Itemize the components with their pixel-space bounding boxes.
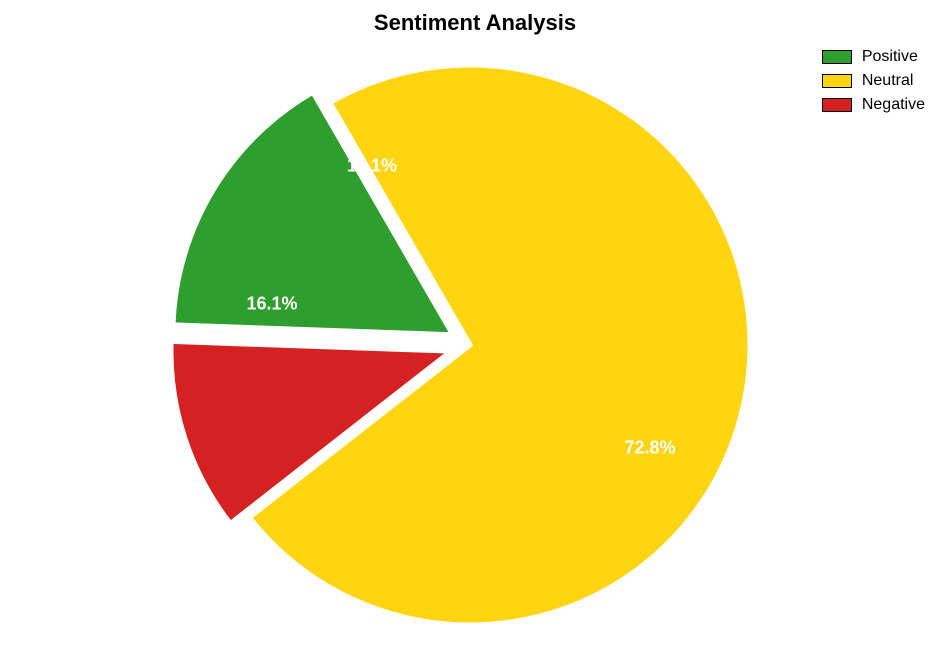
pie-chart: 16.1% 72.8% 11.1% [160, 55, 780, 655]
legend-item-neutral: Neutral [822, 72, 925, 90]
legend-swatch [822, 98, 852, 112]
legend-swatch [822, 74, 852, 88]
slice-label-positive: 16.1% [246, 294, 297, 315]
chart-legend: Positive Neutral Negative [822, 48, 925, 120]
legend-swatch [822, 50, 852, 64]
legend-label: Positive [862, 48, 918, 66]
slice-label-negative: 11.1% [347, 156, 397, 177]
legend-item-positive: Positive [822, 48, 925, 66]
legend-label: Neutral [862, 72, 914, 90]
legend-item-negative: Negative [822, 96, 925, 114]
slice-label-neutral: 72.8% [624, 438, 675, 459]
legend-label: Negative [862, 96, 925, 114]
chart-title: Sentiment Analysis [0, 10, 950, 36]
